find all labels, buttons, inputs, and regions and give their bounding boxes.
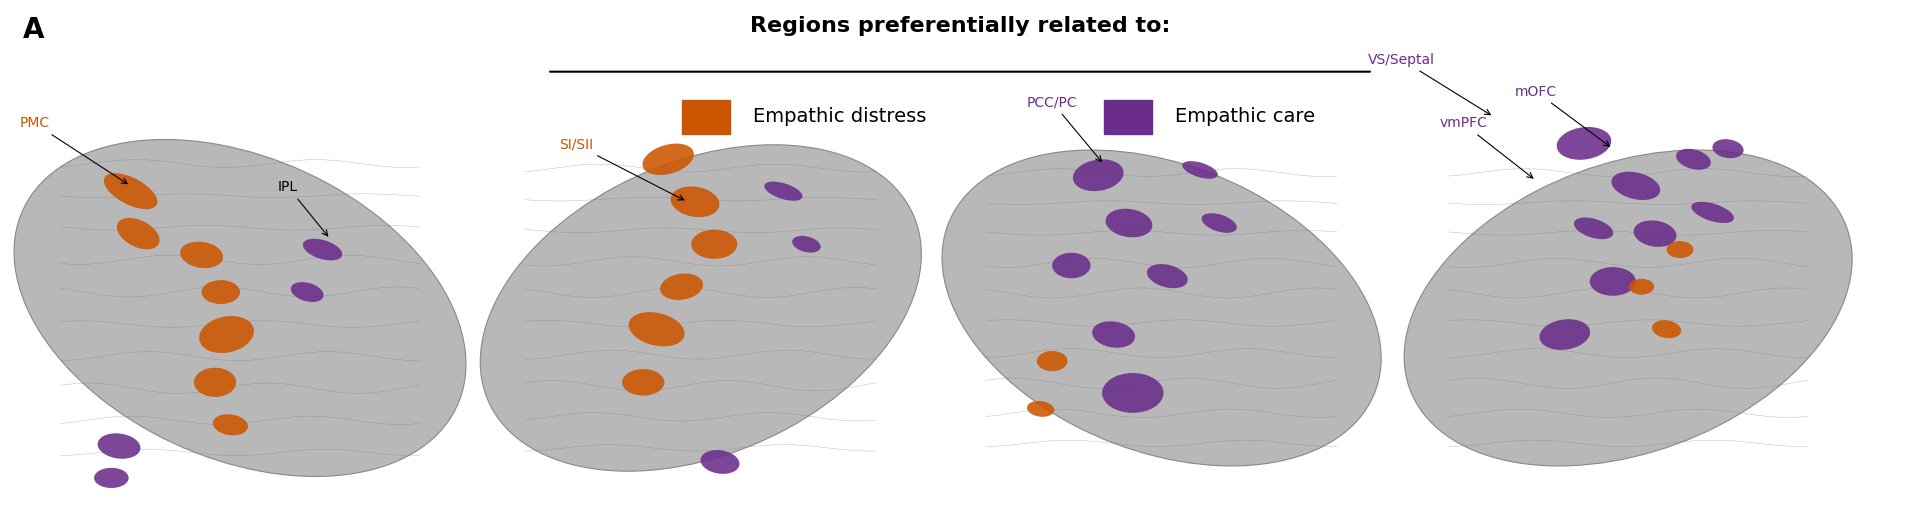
Text: PMC: PMC	[19, 116, 127, 184]
Text: PCC/PC: PCC/PC	[1027, 95, 1102, 161]
Ellipse shape	[1628, 279, 1653, 295]
Ellipse shape	[117, 218, 159, 250]
Ellipse shape	[1692, 202, 1734, 223]
Ellipse shape	[943, 150, 1380, 466]
Text: SI/SII: SI/SII	[559, 138, 684, 200]
Ellipse shape	[94, 468, 129, 488]
Ellipse shape	[1027, 401, 1054, 417]
FancyBboxPatch shape	[1104, 100, 1152, 134]
Ellipse shape	[194, 367, 236, 397]
Ellipse shape	[1557, 127, 1611, 160]
Ellipse shape	[180, 242, 223, 268]
Ellipse shape	[1404, 150, 1853, 466]
Text: VS/Septal: VS/Septal	[1369, 53, 1490, 115]
Ellipse shape	[1073, 159, 1123, 191]
Ellipse shape	[1183, 161, 1217, 179]
Text: Regions preferentially related to:: Regions preferentially related to:	[751, 16, 1169, 36]
Ellipse shape	[1667, 241, 1693, 258]
Ellipse shape	[1540, 319, 1590, 350]
Text: Empathic care: Empathic care	[1175, 107, 1315, 126]
Ellipse shape	[1102, 373, 1164, 413]
Ellipse shape	[793, 236, 820, 253]
Ellipse shape	[1106, 209, 1152, 237]
Ellipse shape	[1590, 267, 1636, 296]
Text: vmPFC: vmPFC	[1440, 116, 1532, 178]
Ellipse shape	[1146, 264, 1188, 288]
FancyBboxPatch shape	[682, 100, 730, 134]
Ellipse shape	[303, 239, 342, 260]
Ellipse shape	[202, 280, 240, 304]
Text: Empathic distress: Empathic distress	[753, 107, 925, 126]
Ellipse shape	[660, 273, 703, 300]
Ellipse shape	[213, 414, 248, 435]
Text: mOFC: mOFC	[1515, 84, 1609, 146]
Ellipse shape	[1676, 149, 1711, 170]
Ellipse shape	[1052, 253, 1091, 278]
Ellipse shape	[622, 369, 664, 396]
Ellipse shape	[1092, 321, 1135, 348]
Ellipse shape	[1202, 213, 1236, 233]
Ellipse shape	[1713, 139, 1743, 158]
Ellipse shape	[1651, 320, 1682, 338]
Text: A: A	[23, 16, 44, 44]
Ellipse shape	[764, 182, 803, 201]
Ellipse shape	[480, 145, 922, 471]
Text: IPL: IPL	[278, 180, 328, 236]
Ellipse shape	[643, 143, 693, 175]
Ellipse shape	[13, 140, 467, 476]
Ellipse shape	[290, 282, 324, 302]
Ellipse shape	[1574, 218, 1613, 239]
Ellipse shape	[104, 173, 157, 209]
Ellipse shape	[98, 433, 140, 459]
Ellipse shape	[670, 186, 720, 217]
Ellipse shape	[1611, 172, 1661, 200]
Ellipse shape	[1634, 220, 1676, 247]
Ellipse shape	[1037, 351, 1068, 371]
Ellipse shape	[691, 229, 737, 259]
Ellipse shape	[628, 312, 685, 346]
Ellipse shape	[701, 450, 739, 474]
Ellipse shape	[200, 316, 253, 353]
